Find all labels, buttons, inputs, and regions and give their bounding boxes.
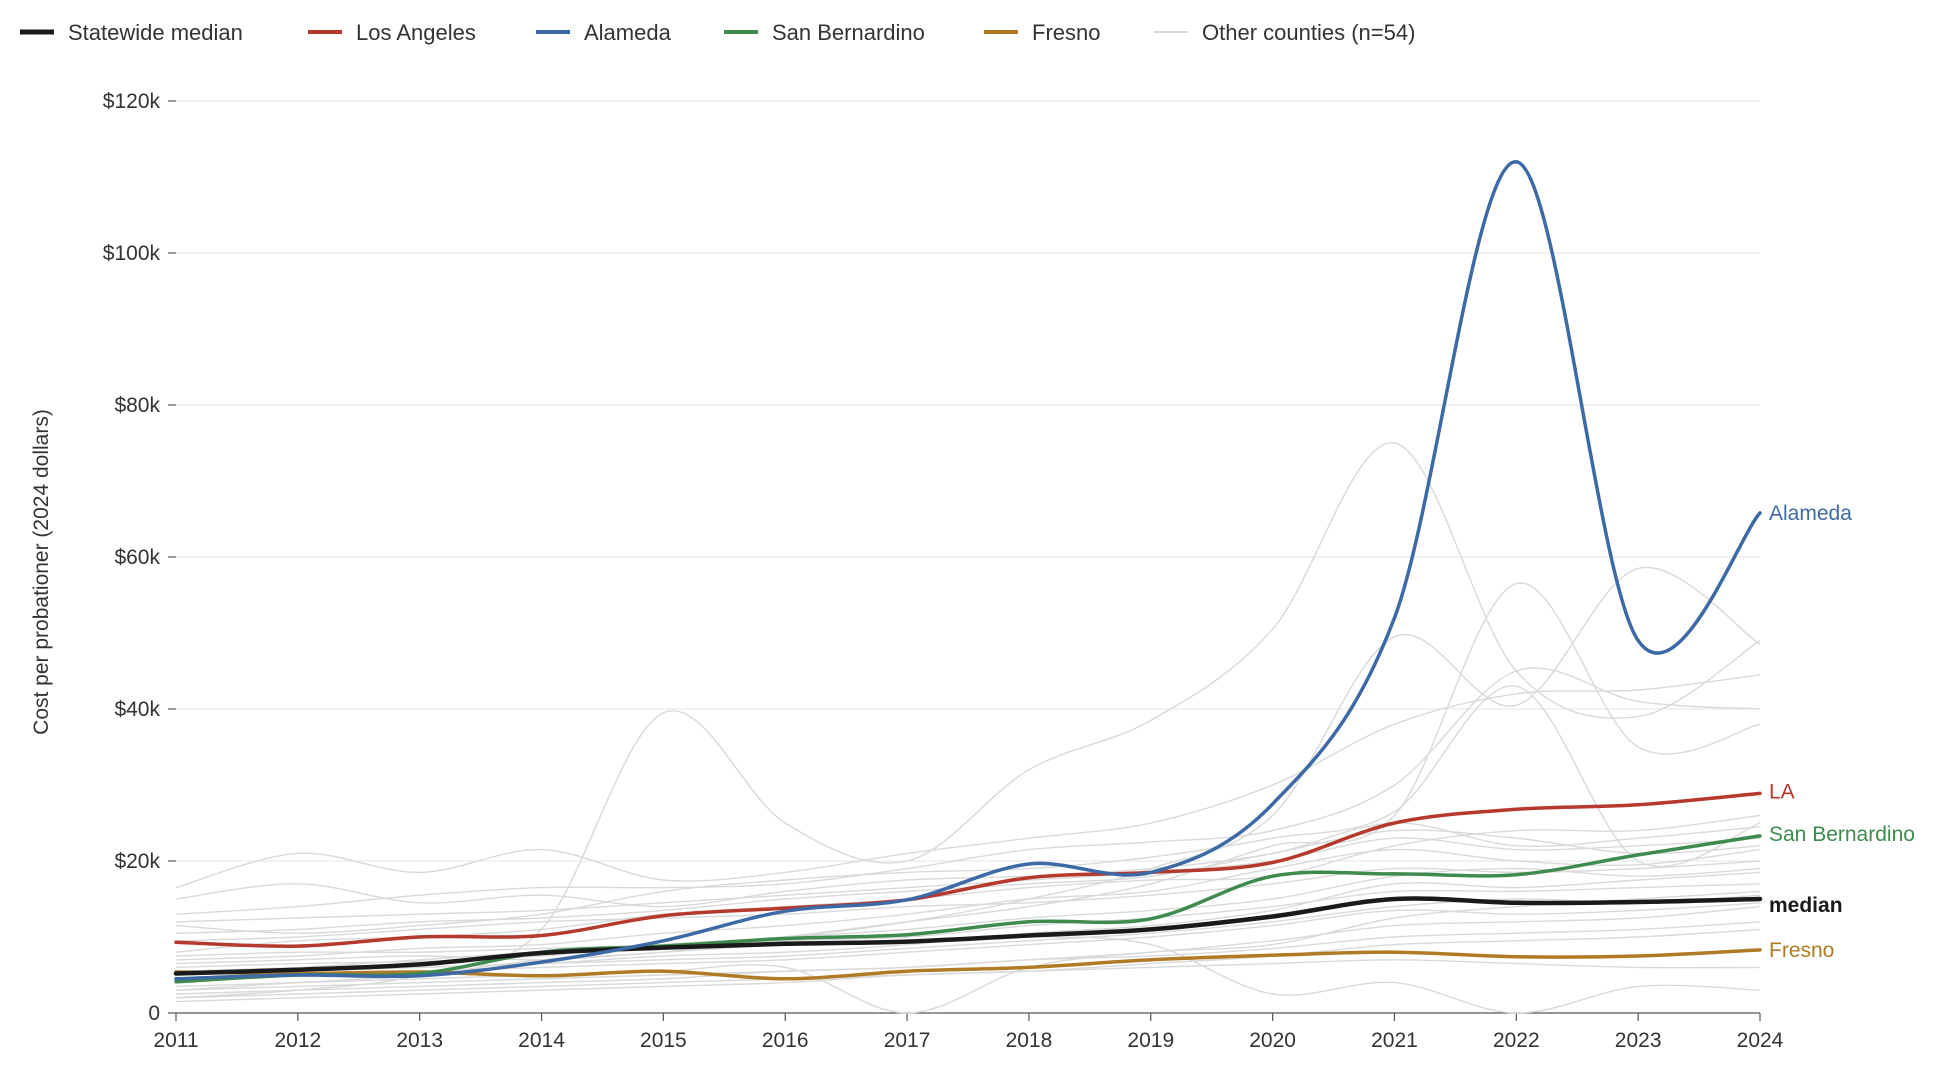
y-tick-label: $120k [103,90,161,113]
x-tick-label: 2018 [1006,1029,1053,1052]
x-axis: 2011 2012 2013 2014 2015 2016 2017 2018 2019 2020… [153,1012,1784,1052]
series-line-alameda [174,160,1762,981]
legend-item-fresno[interactable]: Fresno [984,20,1100,45]
y-axis-title: Cost per probationer (2024 dollars) [30,409,53,735]
legend-label-los-angeles: Los Angeles [356,20,476,45]
x-tick-label: 2022 [1493,1029,1540,1052]
legend-label-other-counties: Other counties (n=54) [1202,20,1415,45]
x-tick-label: 2021 [1371,1029,1418,1052]
x-tick-label: 2024 [1737,1029,1784,1052]
series-line-sanbern [174,834,1762,984]
y-tick-label: 0 [148,1002,160,1025]
other-county-line [175,685,1761,934]
x-tick-label: 2012 [274,1029,321,1052]
other-county-line [175,837,1761,923]
series-end-labels: Fresno San Bernardino LA median Alameda [1769,502,1915,962]
end-label-alameda: Alameda [1769,502,1852,525]
x-tick-label: 2017 [884,1029,931,1052]
other-county-line [175,921,1761,991]
highlighted-series [173,160,1763,984]
x-tick-label: 2011 [153,1029,198,1052]
legend-label-alameda: Alameda [584,20,672,45]
legend-item-los-angeles[interactable]: Los Angeles [308,20,476,45]
other-county-line [175,883,1761,972]
end-label-sanbern: San Bernardino [1769,823,1915,846]
other-county-line [175,894,1761,976]
other-county-line [175,867,1761,957]
other-county-line [175,674,1761,889]
x-tick-label: 2019 [1127,1029,1174,1052]
x-tick-label: 2016 [762,1029,809,1052]
other-county-line [175,848,1761,961]
end-label-median: median [1769,894,1843,917]
y-tick-label: $60k [114,546,160,569]
y-tick-label: $20k [114,850,160,873]
y-axis: 0 $20k $40k $60k $80k $100k $120k [103,90,176,1025]
legend-label-san-bernardino: San Bernardino [772,20,925,45]
legend-label-median: Statewide median [68,20,243,45]
chart-legend: Statewide median Los Angeles Alameda San… [20,20,1415,45]
x-tick-label: 2023 [1615,1029,1662,1052]
series-line-la [174,791,1762,948]
other-county-line [175,860,1761,942]
series-line-median [173,896,1763,976]
y-tick-label: $100k [103,242,161,265]
other-county-line [175,667,1761,915]
other-county-line [175,822,1761,908]
legend-item-other-counties[interactable]: Other counties (n=54) [1154,20,1415,45]
x-tick-label: 2020 [1249,1029,1296,1052]
other-county-line [175,566,1761,969]
x-tick-label: 2013 [396,1029,443,1052]
other-county-line [175,959,1761,999]
legend-label-fresno: Fresno [1032,20,1100,45]
other-county-line [175,905,1761,995]
end-label-fresno: Fresno [1769,939,1834,962]
y-tick-label: $80k [114,394,160,417]
legend-item-alameda[interactable]: Alameda [536,20,672,45]
legend-item-san-bernardino[interactable]: San Bernardino [724,20,925,45]
end-label-la: LA [1769,780,1795,803]
x-tick-label: 2014 [518,1029,565,1052]
legend-item-median[interactable]: Statewide median [20,20,243,45]
other-county-line [175,890,1761,1014]
gridlines [176,100,1760,862]
x-tick-label: 2015 [640,1029,687,1052]
y-tick-label: $40k [114,698,160,721]
